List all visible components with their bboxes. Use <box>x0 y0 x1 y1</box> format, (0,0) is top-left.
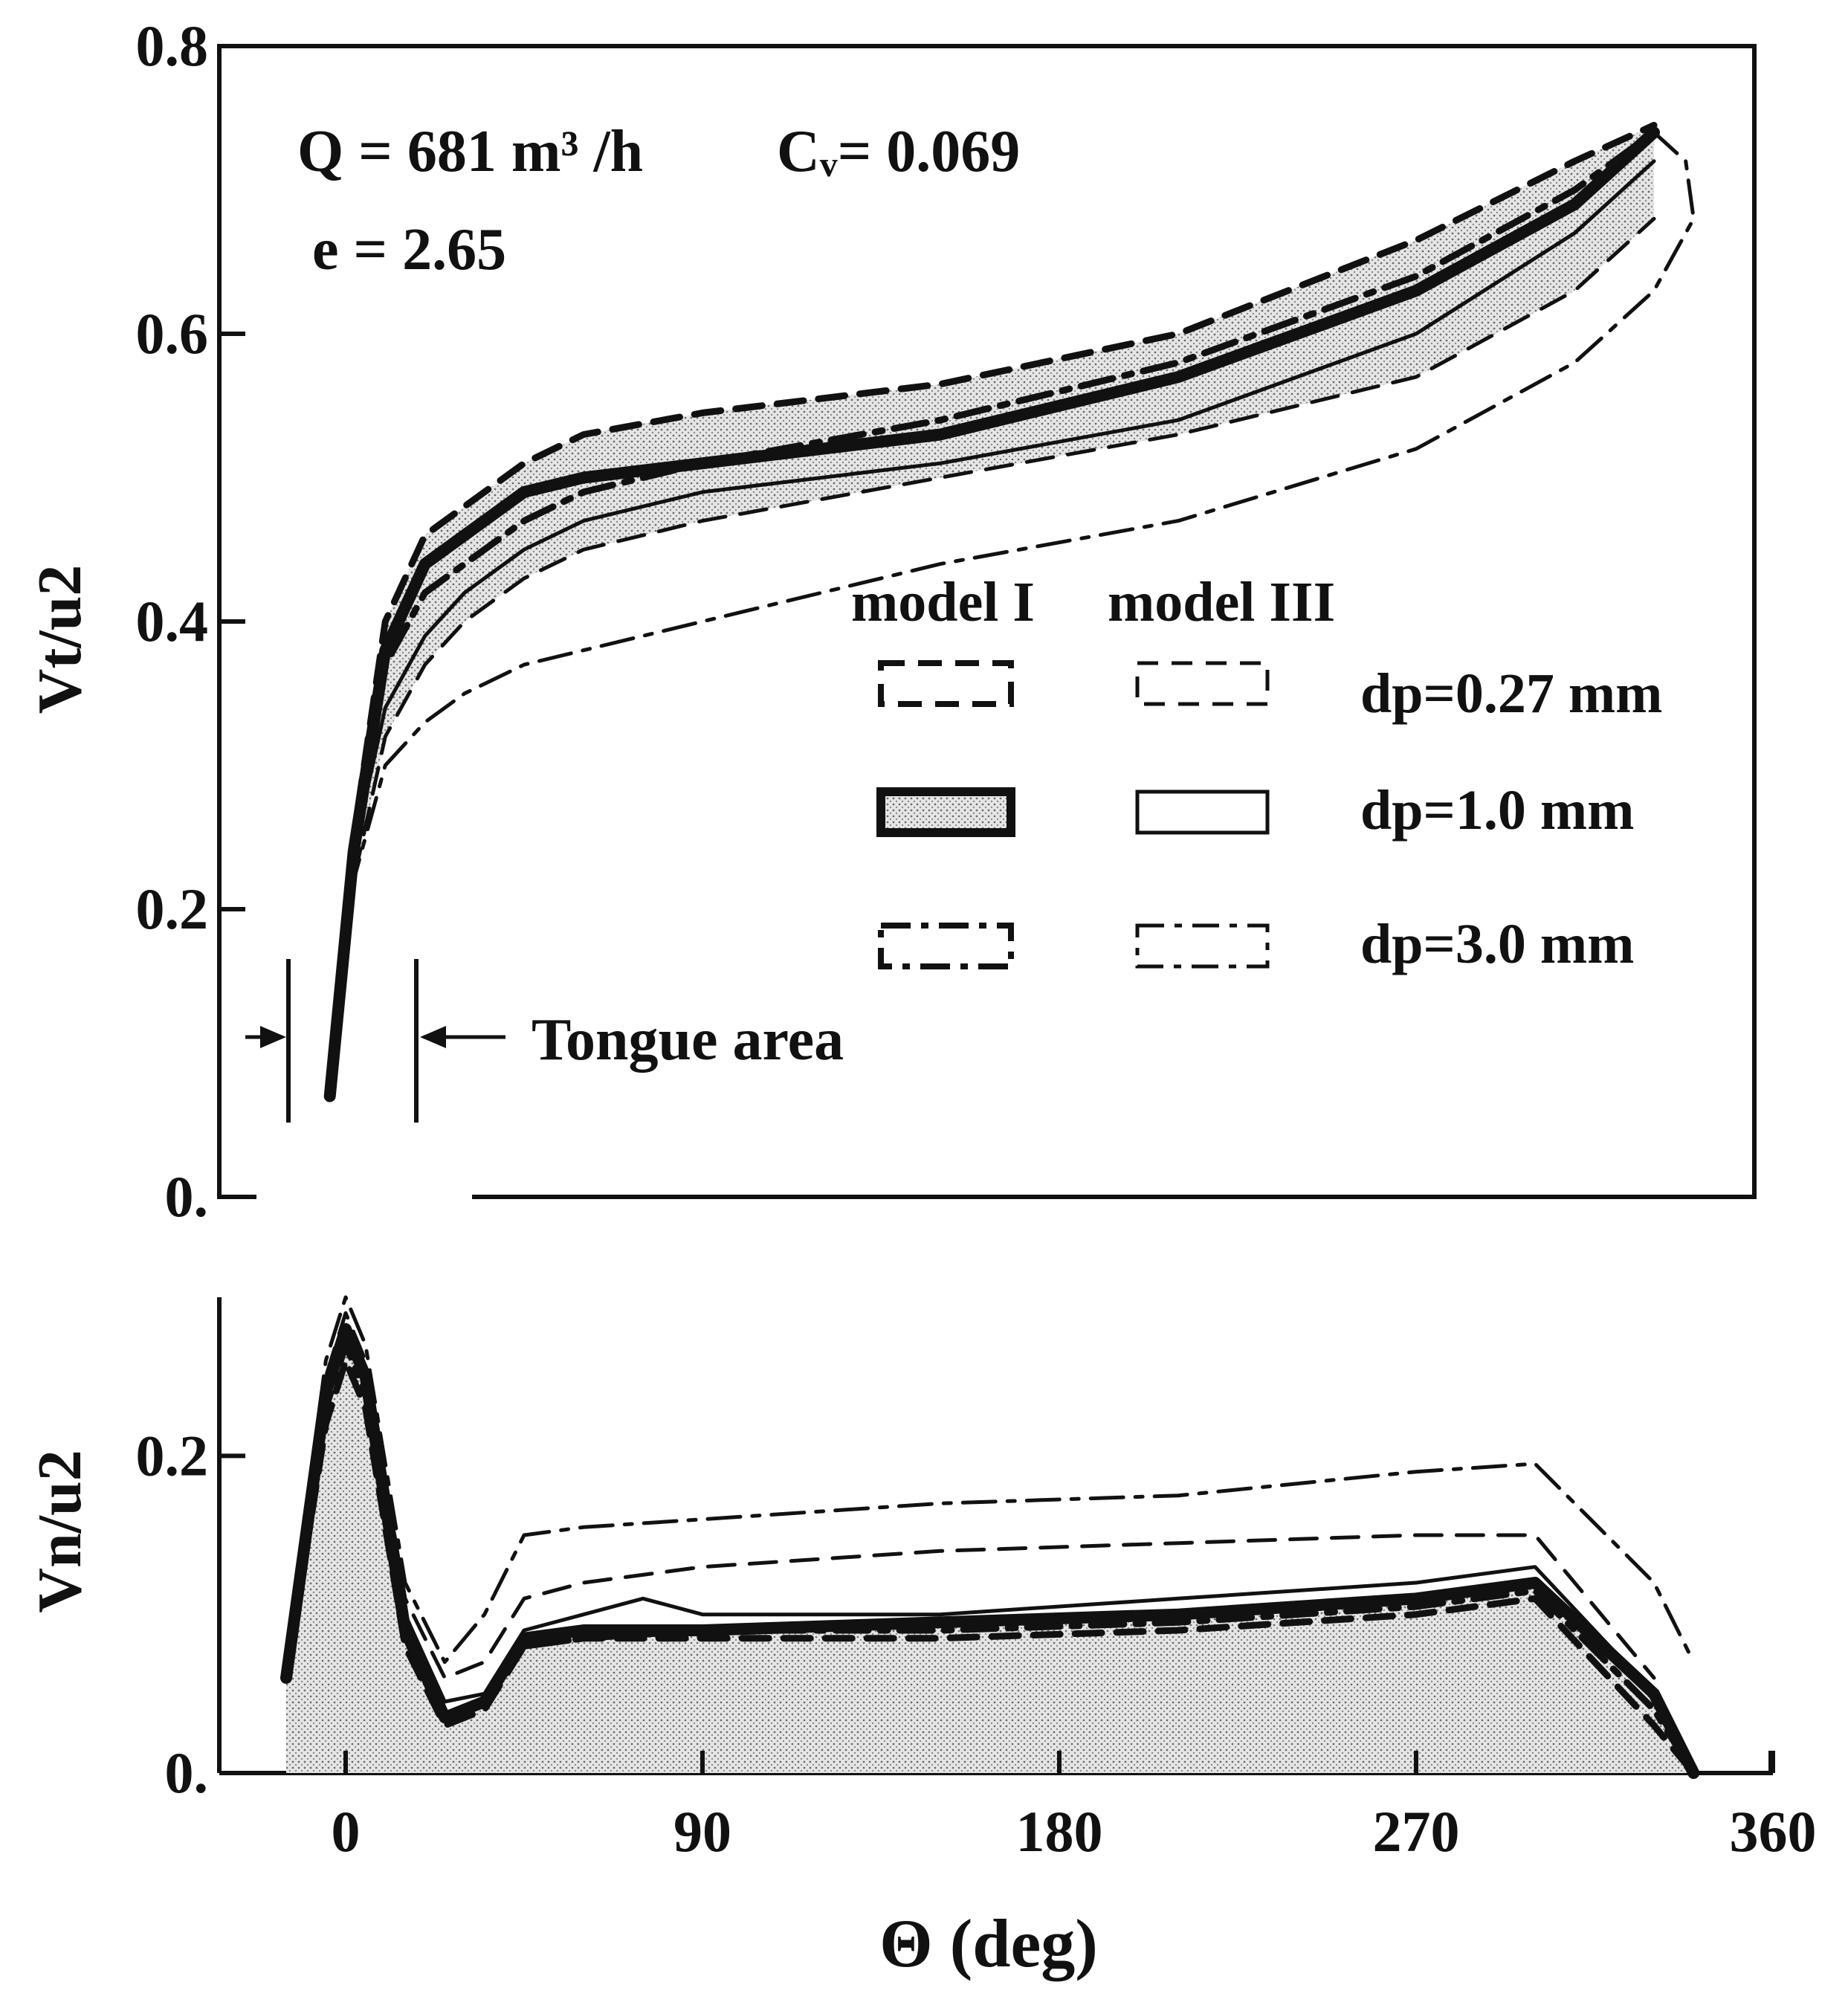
upper-y-ticks: 0. 0.2 0.4 0.6 0.8 <box>136 13 245 1229</box>
series-model-i-dp-1-0-mm <box>323 126 1660 1102</box>
series-model-iii-dp-1-0-mm <box>328 159 1656 1084</box>
x-tick-label: 180 <box>1016 1799 1103 1864</box>
legend-swatch-model-iii-dp30 <box>1135 923 1270 969</box>
series-model-iii-dp-3-0-mm <box>284 1295 1696 1664</box>
tongue-left-arrowhead <box>260 1026 286 1048</box>
series-model-iii-dp-0-27-mm <box>284 1311 1656 1680</box>
x-tick-label: 270 <box>1373 1799 1460 1864</box>
legend-swatch-model-iii-dp027 <box>1135 661 1270 706</box>
legend-swatch-model-i-dp30 <box>878 923 1014 969</box>
lower-series-layer <box>280 1295 1700 1779</box>
series-model-iii-dp-0-27-mm <box>328 216 1656 1084</box>
y-tick-label: 0. <box>165 1740 209 1805</box>
tongue-right-arrowhead <box>420 1026 446 1048</box>
flow-rate-annotation: Q = 681 m³ /h <box>297 119 643 184</box>
series-model-iii-dp-3-0-mm <box>328 130 1696 1084</box>
legend-header-model-i: model I <box>851 571 1035 633</box>
x-tick-label: 360 <box>1730 1799 1817 1864</box>
series-model-iii-dp-1-0-mm <box>284 1327 1656 1704</box>
lower-ticks: 0. 0.2 0 90 180 270 360 <box>136 1423 1817 1864</box>
legend-label-dp027: dp=0.27 mm <box>1360 662 1662 725</box>
legend-swatch-model-i-dp10 <box>876 787 1015 837</box>
lower-stipple-area <box>286 1328 1694 1773</box>
y-tick-label: 0.6 <box>136 301 209 366</box>
tongue-area-marker: Tongue area <box>245 959 844 1123</box>
legend-label-dp10: dp=1.0 mm <box>1360 779 1634 842</box>
legend-label-dp30: dp=3.0 mm <box>1360 913 1634 975</box>
upper-frame-gap <box>256 1186 472 1204</box>
series-model-i-dp-3-0-mm <box>326 129 1658 1100</box>
series-model-i-dp-0-27-mm <box>282 1357 1697 1777</box>
legend-swatch-model-iii-dp10 <box>1135 790 1270 835</box>
series-model-i-dp-3-0-mm <box>282 1341 1697 1777</box>
y-tick-label: 0.8 <box>136 13 209 78</box>
x-tick-label: 0 <box>332 1799 361 1864</box>
y-tick-label: 0.2 <box>136 876 209 941</box>
series-model-i-dp-0-27-mm <box>326 121 1658 1100</box>
upper-panel: 0. 0.2 0.4 0.6 0.8 Vt/u2 Q = 681 m³ /h Cᵥ= 0… <box>25 13 1757 1229</box>
legend-swatch-model-i-dp027 <box>878 660 1014 707</box>
tongue-area-label: Tongue area <box>532 1007 844 1073</box>
lower-y-axis-title: Vn/u2 <box>25 1450 94 1612</box>
y-tick-label: 0.4 <box>136 589 209 653</box>
y-tick-label: 0. <box>165 1164 209 1229</box>
upper-y-axis-title: Vt/u2 <box>25 565 94 714</box>
lower-fill-layer <box>286 1328 1694 1773</box>
lower-panel: 0. 0.2 0 90 180 270 360 Vn/u2 Θ (deg) <box>25 1295 1817 1981</box>
upper-series-layer <box>323 121 1696 1102</box>
legend: model I model III dp=0.27 mm dp=1.0 mm d… <box>851 571 1662 975</box>
e-annotation: e = 2.65 <box>312 217 506 282</box>
y-tick-label: 0.2 <box>136 1423 209 1488</box>
x-axis-title: Θ (deg) <box>879 1905 1098 1981</box>
cv-annotation: Cᵥ= 0.069 <box>777 119 1020 184</box>
legend-header-model-iii: model III <box>1108 571 1335 633</box>
x-tick-label: 90 <box>673 1799 731 1864</box>
